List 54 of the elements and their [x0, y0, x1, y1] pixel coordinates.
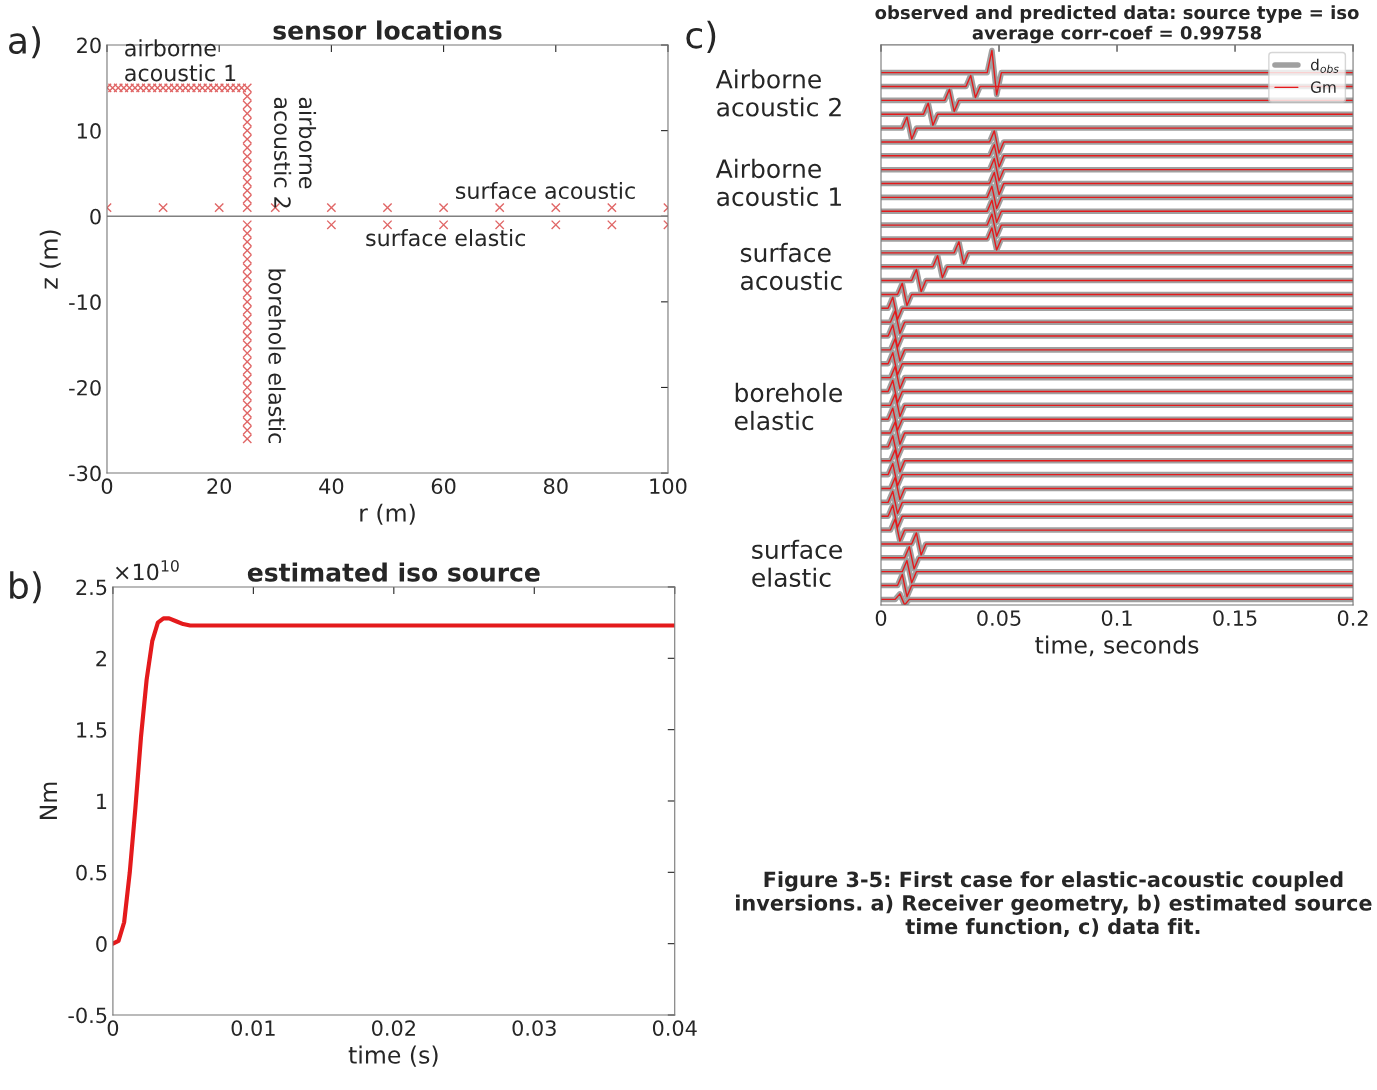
text: a)	[9, 26, 40, 59]
chart-title: observed and predicted data: source type = iso	[875, 5, 1359, 23]
x-tick-label: 0.1	[1101, 610, 1132, 626]
annotation: surface acoustic	[456, 181, 635, 200]
y-tick-label: 10	[77, 123, 101, 139]
y-tick-label: 1	[97, 793, 107, 809]
y-tick-label: 2	[96, 650, 106, 667]
annotation: airborne acoustic 2	[273, 97, 317, 208]
y-tick-label: 1.5	[77, 722, 107, 738]
x-tick-label: 0.05	[977, 610, 1021, 626]
x-tick-label: 60	[431, 478, 456, 495]
y-tick-label: 20	[77, 37, 101, 54]
x-tick-label: 40	[319, 478, 344, 495]
x-tick-label: 0.15	[1213, 610, 1257, 626]
text: b)	[10, 571, 41, 604]
x-tick-label: 0.01	[231, 1020, 275, 1036]
text: Airborne acoustic 1	[715, 158, 841, 207]
y-axis-title: Nm	[39, 782, 57, 819]
y-tick-label: -0.5	[68, 1007, 107, 1024]
y-tick-label: 2.5	[76, 579, 107, 596]
chart-subtitle: average corr-coef = 0.99758	[972, 25, 1262, 44]
x-tick-label: 0	[107, 1020, 119, 1036]
y-tick-label: -20	[69, 379, 101, 396]
x-tick-label: 0.2	[1337, 610, 1368, 626]
x-tick-label: 0.03	[512, 1020, 556, 1036]
text: ×10$^{10}$	[115, 559, 179, 581]
x-axis-title: r (m)	[360, 503, 415, 525]
text: surface elastic	[752, 539, 842, 587]
text: borehole elastic	[734, 382, 842, 431]
chart-title: sensor locations	[273, 20, 502, 40]
x-tick-label: 0	[875, 610, 887, 626]
legend-label: d$_{obs}$	[1310, 58, 1339, 73]
y-tick-label: 0.5	[76, 864, 107, 881]
x-axis-title: time, seconds	[1035, 635, 1199, 657]
y-tick-label: 0	[96, 936, 107, 952]
legend-label: Gm	[1310, 81, 1336, 93]
y-tick-label: 0	[90, 208, 101, 225]
x-tick-label: 0.04	[652, 1020, 697, 1036]
y-tick-label: -10	[69, 294, 101, 311]
x-tick-label: 20	[207, 478, 232, 495]
text: c)	[686, 20, 716, 53]
x-axis-title: time (s)	[348, 1045, 438, 1067]
text: surface acoustic	[740, 242, 842, 291]
x-tick-label: 0.02	[372, 1020, 415, 1036]
x-tick-label: 80	[543, 478, 568, 495]
y-axis-title: z (m)	[39, 230, 61, 289]
y-tick-label: -30	[69, 465, 101, 482]
x-tick-label: 100	[650, 478, 687, 495]
chart-title: estimated iso source	[247, 562, 540, 582]
annotation: airborne acoustic 1	[125, 39, 236, 82]
caption: Figure 3-5: First case for elastic-acoustic coupled inversions. a) Receiver geometry, b) estimated source time function, c) data fit.	[736, 871, 1372, 937]
text: Airborne acoustic 2	[715, 69, 841, 117]
annotation: borehole elastic	[268, 269, 286, 443]
annotation: surface elastic	[366, 229, 526, 247]
